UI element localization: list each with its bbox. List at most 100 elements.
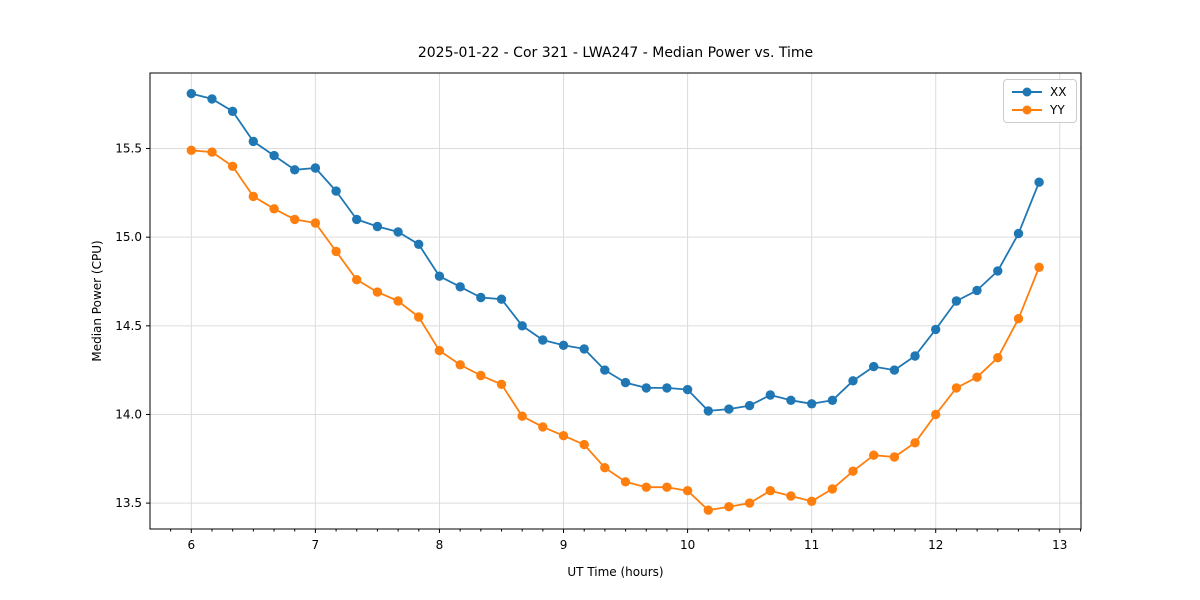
legend-label-xx: XX <box>1050 85 1067 99</box>
data-point <box>910 438 920 448</box>
data-point <box>207 94 217 104</box>
data-point <box>703 406 713 416</box>
data-point <box>682 384 693 395</box>
legend-item-xx: XX <box>1012 85 1066 99</box>
svg-text:7: 7 <box>312 538 320 552</box>
svg-text:13: 13 <box>1052 538 1067 552</box>
data-point <box>227 161 238 171</box>
data-point <box>931 409 941 420</box>
data-point <box>786 491 796 501</box>
data-point <box>310 218 321 228</box>
data-point <box>1034 262 1044 272</box>
axis-ticks <box>146 148 1081 533</box>
data-point <box>869 361 879 372</box>
data-point <box>331 186 341 196</box>
plot-border <box>149 72 1082 530</box>
data-point <box>1013 314 1024 324</box>
data-point <box>248 191 258 202</box>
data-point <box>372 287 383 297</box>
data-point <box>807 399 817 409</box>
data-point <box>579 439 589 450</box>
data-point <box>290 214 300 225</box>
series-xx-marker-icon <box>1012 86 1042 98</box>
data-point <box>765 390 775 400</box>
data-point <box>951 383 962 393</box>
data-point <box>765 486 775 496</box>
svg-text:8: 8 <box>436 538 444 552</box>
data-point <box>393 296 403 306</box>
legend-item-yy: YY <box>1012 103 1066 117</box>
data-point <box>662 482 672 492</box>
data-point <box>724 502 734 512</box>
data-point <box>993 353 1003 363</box>
data-point <box>972 285 982 296</box>
data-point <box>744 400 755 411</box>
data-point <box>558 340 569 350</box>
data-point <box>310 163 321 173</box>
data-point <box>931 324 941 335</box>
data-point <box>972 372 982 382</box>
data-point <box>889 452 900 462</box>
svg-text:12: 12 <box>928 538 943 552</box>
data-point <box>827 395 838 405</box>
svg-text:9: 9 <box>560 538 568 552</box>
data-point <box>476 370 486 381</box>
legend: XX YY <box>1003 79 1078 123</box>
data-point <box>352 214 362 225</box>
data-point <box>538 422 548 432</box>
data-point <box>434 271 445 281</box>
data-point <box>703 505 713 515</box>
data-point <box>434 345 445 356</box>
data-point <box>641 383 651 393</box>
data-point <box>910 351 920 361</box>
data-point <box>620 477 631 487</box>
data-point <box>951 296 962 306</box>
data-point <box>682 486 693 496</box>
data-point <box>496 379 507 389</box>
tick-labels: 6 7 8 9 10 11 12 13 13.5 14.0 14.5 15.0 15.5 <box>115 142 1067 552</box>
data-point <box>476 292 486 303</box>
data-point <box>331 246 341 257</box>
data-point <box>455 282 465 292</box>
data-point <box>1013 228 1024 239</box>
data-point <box>786 395 796 405</box>
data-point <box>414 312 424 322</box>
data-point <box>579 344 589 354</box>
y-axis-label: Median Power (CPU) <box>90 240 104 362</box>
svg-text:14.0: 14.0 <box>115 407 142 421</box>
gridlines <box>150 73 1081 529</box>
data-point <box>724 404 734 414</box>
data-point <box>517 411 527 421</box>
data-point <box>807 496 817 506</box>
data-point <box>455 360 465 370</box>
data-point <box>269 204 279 214</box>
data-point <box>496 294 507 304</box>
data-point <box>827 484 838 494</box>
data-point <box>600 365 610 375</box>
data-point <box>372 221 383 232</box>
data-point <box>290 165 300 175</box>
series-yy-marker-icon <box>1012 104 1042 116</box>
data-point <box>1034 177 1044 187</box>
data-point <box>662 383 672 393</box>
data-point <box>248 136 258 147</box>
data-point <box>889 365 900 375</box>
data-point <box>414 239 424 249</box>
data-point <box>620 377 631 388</box>
data-point <box>207 147 217 157</box>
data-point <box>848 466 858 476</box>
data-point <box>600 463 610 473</box>
x-axis-label: UT Time (hours) <box>567 565 664 579</box>
series-yy <box>186 145 1044 515</box>
data-point <box>186 145 196 155</box>
data-point <box>517 321 527 331</box>
svg-text:15.0: 15.0 <box>115 230 142 244</box>
svg-text:14.5: 14.5 <box>115 319 142 333</box>
data-point <box>869 450 879 460</box>
data-point <box>393 227 403 237</box>
data-point <box>558 431 569 441</box>
svg-text:10: 10 <box>680 538 695 552</box>
series-xx <box>186 88 1044 416</box>
